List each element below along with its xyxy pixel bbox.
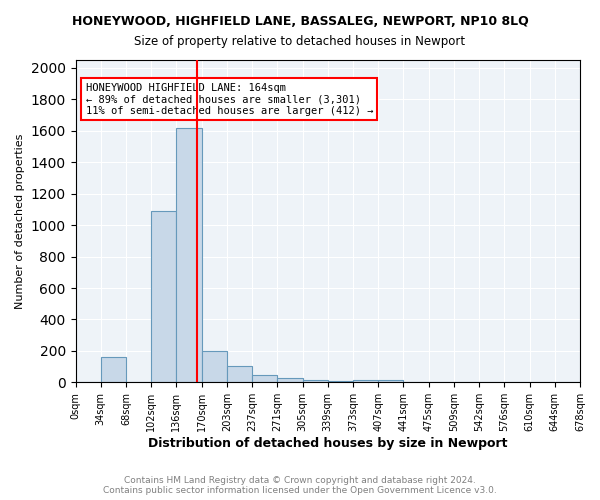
- Y-axis label: Number of detached properties: Number of detached properties: [15, 134, 25, 309]
- Bar: [328, 381, 353, 382]
- Bar: [101, 357, 126, 382]
- Bar: [176, 128, 202, 382]
- Bar: [378, 380, 403, 382]
- Text: HONEYWOOD HIGHFIELD LANE: 164sqm
← 89% of detached houses are smaller (3,301)
11: HONEYWOOD HIGHFIELD LANE: 164sqm ← 89% o…: [86, 82, 373, 116]
- Text: HONEYWOOD, HIGHFIELD LANE, BASSALEG, NEWPORT, NP10 8LQ: HONEYWOOD, HIGHFIELD LANE, BASSALEG, NEW…: [71, 15, 529, 28]
- X-axis label: Distribution of detached houses by size in Newport: Distribution of detached houses by size …: [148, 437, 508, 450]
- Bar: [151, 211, 176, 382]
- Text: Size of property relative to detached houses in Newport: Size of property relative to detached ho…: [134, 35, 466, 48]
- Bar: [227, 366, 252, 382]
- Bar: [302, 380, 328, 382]
- Bar: [277, 378, 302, 382]
- Bar: [252, 376, 277, 382]
- Bar: [353, 380, 378, 382]
- Bar: [202, 351, 227, 382]
- Text: Contains HM Land Registry data © Crown copyright and database right 2024.
Contai: Contains HM Land Registry data © Crown c…: [103, 476, 497, 495]
